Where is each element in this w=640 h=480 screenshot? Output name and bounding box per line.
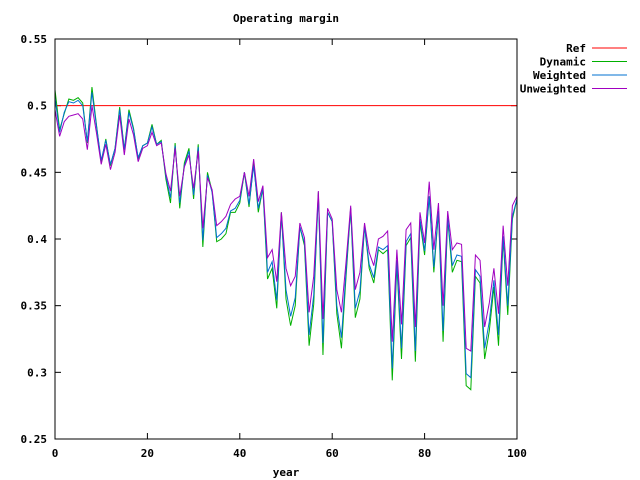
y-tick-label: 0.55 [21,33,48,46]
series-line-unweighted [54,105,518,352]
y-tick-label: 0.3 [27,366,47,379]
series-lines [54,86,518,391]
x-tick-label: 100 [507,447,527,460]
x-tick-label: 40 [233,447,246,460]
y-tick-label: 0.25 [21,433,48,446]
x-tick-label: 20 [141,447,154,460]
x-tick-label: 80 [418,447,431,460]
series-line-weighted [54,92,518,379]
chart-title: Operating margin [233,12,339,25]
y-tick-label: 0.45 [21,166,48,179]
legend-label-dynamic: Dynamic [540,56,586,69]
legend-label-ref: Ref [566,42,586,55]
legend-label-weighted: Weighted [533,69,586,82]
y-tick-label: 0.4 [27,233,47,246]
plot-frame [54,38,518,440]
y-tick-label: 0.35 [21,300,48,313]
x-tick-label: 60 [326,447,339,460]
x-tick-label: 0 [52,447,59,460]
x-axis-label: year [273,466,300,479]
y-tick-label: 0.5 [27,100,47,113]
legend-label-unweighted: Unweighted [520,83,586,96]
